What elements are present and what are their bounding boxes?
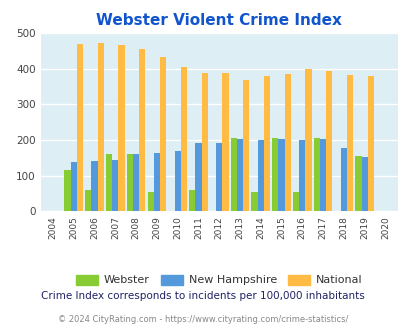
Bar xyxy=(126,154,133,211)
Bar xyxy=(118,45,124,211)
Bar xyxy=(195,144,201,211)
Bar xyxy=(91,161,98,211)
Bar xyxy=(189,190,195,211)
Bar xyxy=(215,144,222,211)
Bar xyxy=(133,154,139,211)
Bar xyxy=(64,170,70,211)
Bar xyxy=(319,139,325,211)
Bar xyxy=(98,43,104,211)
Text: Crime Index corresponds to incidents per 100,000 inhabitants: Crime Index corresponds to incidents per… xyxy=(41,291,364,301)
Bar xyxy=(222,73,228,211)
Bar xyxy=(70,162,77,211)
Bar xyxy=(292,192,298,211)
Bar xyxy=(346,76,352,211)
Bar xyxy=(354,156,360,211)
Text: © 2024 CityRating.com - https://www.cityrating.com/crime-statistics/: © 2024 CityRating.com - https://www.city… xyxy=(58,315,347,324)
Bar xyxy=(313,138,319,211)
Bar xyxy=(340,148,346,211)
Bar xyxy=(112,160,118,211)
Bar xyxy=(271,138,278,211)
Bar xyxy=(153,153,160,211)
Bar xyxy=(180,67,187,211)
Bar xyxy=(236,139,243,211)
Bar xyxy=(147,192,153,211)
Bar xyxy=(243,81,249,211)
Bar xyxy=(230,138,236,211)
Bar xyxy=(305,69,311,211)
Bar xyxy=(85,190,91,211)
Bar xyxy=(298,140,305,211)
Bar xyxy=(263,77,269,211)
Bar xyxy=(367,76,373,211)
Title: Webster Violent Crime Index: Webster Violent Crime Index xyxy=(96,13,341,28)
Bar xyxy=(257,140,263,211)
Bar xyxy=(139,49,145,211)
Bar xyxy=(284,74,290,211)
Legend: Webster, New Hampshire, National: Webster, New Hampshire, National xyxy=(71,270,366,290)
Bar xyxy=(160,57,166,211)
Bar xyxy=(174,150,180,211)
Bar xyxy=(251,192,257,211)
Bar xyxy=(360,157,367,211)
Bar xyxy=(278,139,284,211)
Bar xyxy=(325,71,332,211)
Bar xyxy=(77,44,83,211)
Bar xyxy=(106,154,112,211)
Bar xyxy=(201,73,207,211)
